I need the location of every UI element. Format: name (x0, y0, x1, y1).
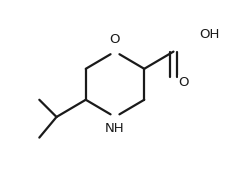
Text: O: O (178, 76, 188, 89)
Text: NH: NH (105, 122, 124, 135)
Text: OH: OH (198, 28, 219, 41)
Text: O: O (109, 33, 120, 46)
